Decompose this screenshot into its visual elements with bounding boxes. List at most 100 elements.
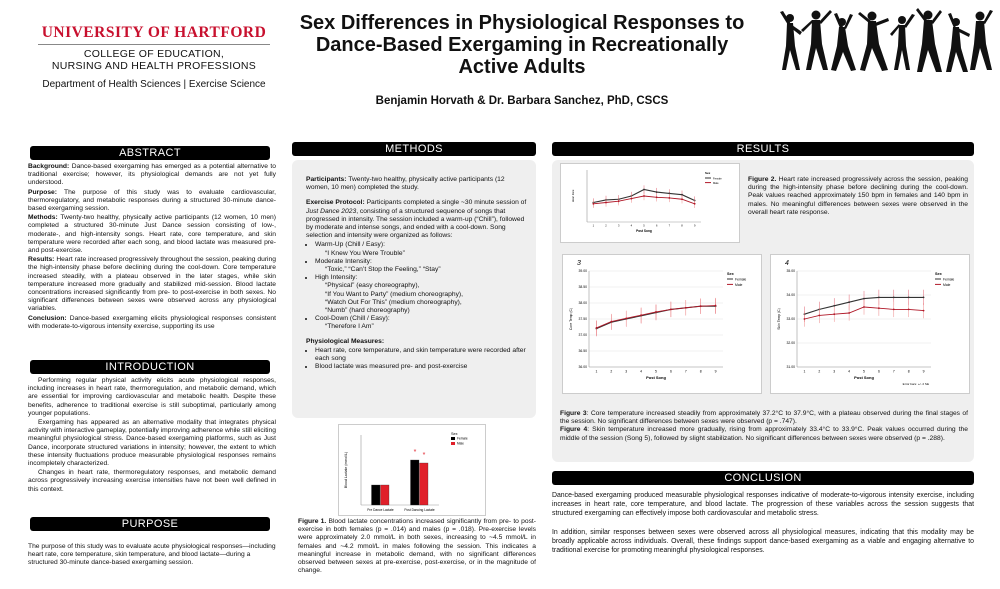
x-tick-label: 1 <box>593 224 595 228</box>
legend-title: Sex <box>451 432 458 436</box>
x-tick-label: 2 <box>818 369 820 373</box>
x-tick-label: Pre Dance Lactate <box>367 508 394 512</box>
x-tick-label: 4 <box>640 369 642 373</box>
data-point-male <box>818 314 821 317</box>
x-tick-label: 7 <box>669 224 671 228</box>
title-line-1: Sex Differences in Physiological Respons… <box>299 12 745 34</box>
logo-divider <box>38 44 270 45</box>
data-point-male <box>669 308 672 311</box>
measure-item: Heart rate, core temperature, and skin t… <box>315 347 528 363</box>
x-tick-label: Post Dancing Lactate <box>404 508 435 512</box>
x-axis-label: Post Song <box>854 375 874 380</box>
data-point-female <box>863 297 865 300</box>
results-header: RESULTS <box>552 142 974 156</box>
college-line-1: COLLEGE OF EDUCATION, <box>83 48 225 60</box>
figure3-4-caption: Figure 3: Core temperature increased ste… <box>560 410 968 443</box>
abstract-conclusion: Conclusion: Dance-based exergaming elici… <box>28 314 276 330</box>
data-point-female <box>892 296 895 299</box>
bar-male-1 <box>380 484 390 506</box>
spacer <box>552 519 974 527</box>
data-point-male <box>863 306 865 308</box>
figure2-chart: 1 2 3 4 5 6 7 8 9 Post Song Heart Rate Sex Female Mal… <box>560 163 740 243</box>
x-tick-label: 8 <box>681 224 683 228</box>
significance-marker: * <box>423 452 426 459</box>
figure3-svg: 36.00 36.50 37.00 37.50 38.00 38.50 39.00 1 2 3 4 5… <box>569 260 746 380</box>
x-tick-label: 5 <box>643 224 645 228</box>
y-tick-label: 39.00 <box>579 269 588 273</box>
data-point-female <box>833 304 836 307</box>
figure4-svg: 31.00 32.00 33.00 34.00 35.00 1 2 3 4 5 6 7 8 9 Post S… <box>777 260 954 386</box>
legend-label: Female <box>943 278 954 282</box>
data-point-male <box>922 309 925 312</box>
legend-label: Male <box>457 442 464 446</box>
dancer-silhouettes-image <box>780 8 993 72</box>
data-point-female <box>848 301 851 304</box>
data-point-male <box>640 314 643 317</box>
abstract-body: Background: Dance-based exergaming has e… <box>28 163 276 357</box>
figure2-caption: Figure 2. Heart rate increased progressi… <box>748 176 968 216</box>
data-point-male <box>617 200 620 203</box>
data-point-male <box>595 327 598 329</box>
data-point-male <box>699 305 702 308</box>
abstract-methods: Methods: Twenty-two healthy, physically … <box>28 214 276 255</box>
x-tick-label: 6 <box>670 369 672 373</box>
data-point-male <box>693 202 696 205</box>
data-point-male <box>668 197 671 199</box>
data-point-female <box>655 191 658 193</box>
data-point-female <box>922 296 925 299</box>
legend-label: Male <box>713 181 719 185</box>
phase-cooldown: Cool-Down (Chill / Easy): “Therefore I A… <box>315 315 528 331</box>
x-tick-label: 7 <box>893 369 895 373</box>
x-tick-label: 3 <box>833 369 835 373</box>
legend-title: Sex <box>935 272 943 276</box>
data-point-female <box>668 192 671 195</box>
data-point-male <box>892 308 895 311</box>
data-point-male <box>684 306 687 309</box>
x-tick-label: 6 <box>878 369 880 373</box>
x-tick-label: 6 <box>656 224 658 228</box>
figure4-chart: 31.00 32.00 33.00 34.00 35.00 1 2 3 4 5 6 7 8 9 Post S… <box>770 254 970 394</box>
data-point-male <box>833 313 836 316</box>
x-axis-label: Post Song <box>646 375 666 380</box>
y-tick-label: 34.00 <box>787 293 796 297</box>
legend-label: Female <box>735 278 746 282</box>
x-tick-label: 8 <box>908 369 910 373</box>
x-tick-label: 1 <box>803 369 805 373</box>
purpose-header: PURPOSE <box>30 517 270 531</box>
bar-female-1 <box>371 484 381 506</box>
y-tick-label: 36.50 <box>579 349 588 353</box>
x-tick-label: 8 <box>700 369 702 373</box>
department: Department of Health Sciences | Exercise… <box>42 79 266 90</box>
data-point-female <box>643 188 645 191</box>
title-line-3: Active Adults <box>458 56 586 78</box>
methods-participants: Participants: Twenty-two healthy, physic… <box>306 176 505 192</box>
data-point-male <box>630 197 633 200</box>
chart-footnote: Error bars: +/- 2 SE <box>903 382 929 386</box>
x-tick-label: 5 <box>655 369 657 373</box>
significance-marker: * <box>414 449 417 456</box>
conclusion-header: CONCLUSION <box>552 471 974 485</box>
poster-title: Sex Differences in Physiological Respons… <box>282 12 762 78</box>
y-axis-label: Skin Temp (C) <box>777 308 781 329</box>
data-point-male <box>625 317 628 320</box>
data-point-male <box>877 307 880 310</box>
phase-high: High Intensity: “Physical” (easy choreog… <box>315 274 528 315</box>
y-tick-label: 38.50 <box>579 285 588 289</box>
data-point-male <box>655 311 657 313</box>
college-line-2: NURSING AND HEALTH PROFESSIONS <box>51 60 257 72</box>
conclusion-paragraph-2: In addition, similar responses between s… <box>552 529 974 554</box>
chart-number: 3 <box>577 260 581 267</box>
x-axis-label: Post Song <box>636 229 652 233</box>
legend-title: Sex <box>705 171 711 175</box>
data-point-male <box>803 318 806 320</box>
x-tick-label: 4 <box>631 224 633 228</box>
introduction-header: INTRODUCTION <box>30 360 270 374</box>
legend-label: Male <box>943 283 950 287</box>
data-point-male <box>714 304 717 307</box>
y-tick-label: 32.00 <box>787 341 796 345</box>
x-tick-label: 2 <box>610 369 612 373</box>
title-line-2: Dance-Based Exergaming in Recreationally <box>315 34 729 56</box>
x-tick-label: 9 <box>923 369 925 373</box>
conclusion-body: Dance-based exergaming produced measurab… <box>552 491 974 556</box>
y-axis-label: Core Temp (C) <box>569 308 573 330</box>
